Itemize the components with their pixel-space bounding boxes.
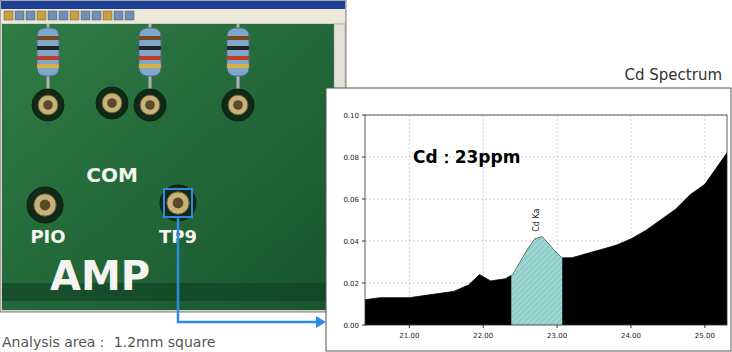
resistor-band	[37, 36, 59, 40]
y-tick-label: 0.04	[343, 238, 359, 246]
pad-hole	[40, 200, 51, 211]
chart-panel	[326, 88, 731, 351]
y-tick-label: 0.10	[343, 112, 359, 120]
tick	[630, 325, 631, 328]
spectrum-area	[365, 153, 727, 325]
resistor-band	[37, 56, 59, 60]
toolbar	[1, 9, 345, 23]
x-tick-label: 25.00	[695, 332, 715, 340]
tick	[362, 241, 365, 242]
pad-hole	[233, 100, 243, 110]
resistor-band	[227, 64, 249, 68]
resistor-band	[37, 64, 59, 68]
tick	[483, 325, 484, 328]
pcb-photo	[2, 24, 334, 310]
resistor-band	[139, 36, 161, 40]
y-tick-label: 0.08	[343, 154, 359, 162]
toolbar-icon	[4, 11, 13, 20]
resistor	[227, 28, 249, 76]
resistor-band	[227, 36, 249, 40]
resistor-band	[139, 56, 161, 60]
x-tick-label: 24.00	[621, 332, 641, 340]
pad-hole	[43, 100, 53, 110]
resistor-band	[139, 46, 161, 50]
y-tick-label: 0.02	[343, 280, 359, 288]
plot	[365, 153, 727, 325]
pad	[34, 194, 56, 216]
pad	[228, 95, 248, 115]
axes: 0.00 0.02 0.04 0.06 0.08 0.10 21.00 22.00 23.00 2…	[343, 112, 727, 340]
x-tick-label: 22.00	[473, 332, 493, 340]
tick	[362, 115, 365, 116]
toolbar-icon	[37, 11, 46, 20]
toolbar-icon	[26, 11, 35, 20]
resistor-band	[139, 64, 161, 68]
tick	[362, 283, 365, 284]
tick	[557, 325, 558, 328]
peak-label: Cd Ka	[532, 208, 541, 231]
tick	[409, 325, 410, 328]
toolbar-icon	[15, 11, 24, 20]
resistor	[37, 28, 59, 76]
pcb-label: PIO	[30, 226, 65, 247]
analysis-box	[164, 189, 192, 217]
screenshot: COMPIOTP9AMP	[0, 0, 346, 312]
chart-title: Cd Spectrum	[625, 66, 722, 84]
toolbar-icon	[114, 11, 123, 20]
highlight-group	[511, 153, 562, 325]
x-tick-label: 21.00	[399, 332, 419, 340]
y-tick-label: 0.06	[343, 196, 359, 204]
window-frame	[0, 0, 346, 312]
pad	[167, 192, 189, 214]
grid-line	[365, 199, 727, 200]
toolbar-icon	[59, 11, 68, 20]
pad-ring	[96, 87, 128, 119]
x-tick-label: 23.00	[547, 332, 567, 340]
plot-frame	[365, 115, 727, 325]
tick	[362, 199, 365, 200]
pad	[38, 95, 58, 115]
pad	[140, 95, 160, 115]
pad-ring	[222, 89, 254, 121]
pad-ring	[27, 187, 63, 223]
pad-ring	[134, 89, 166, 121]
tick	[704, 325, 705, 328]
toolbar-icon	[81, 11, 90, 20]
pad-ring	[160, 185, 196, 221]
pad-hole	[107, 98, 117, 108]
pad-hole	[173, 198, 184, 209]
title-bar	[1, 1, 345, 9]
toolbar-icon	[70, 11, 79, 20]
pcb-label: COM	[86, 163, 138, 187]
pad	[102, 93, 122, 113]
pad-hole	[145, 100, 155, 110]
resistor-band	[227, 56, 249, 60]
pcb-label: AMP	[50, 253, 150, 299]
toolbar-icon	[48, 11, 57, 20]
resistor	[139, 28, 161, 76]
connector	[178, 217, 318, 322]
grid-line	[409, 115, 410, 325]
tick	[362, 157, 365, 158]
toolbar-icon	[92, 11, 101, 20]
caption: Analysis area： 1.2mm square	[2, 334, 216, 350]
annotation: Cd：23ppm	[413, 147, 520, 167]
resistor-band	[37, 46, 59, 50]
toolbar-icon	[125, 11, 134, 20]
arrowhead	[316, 316, 326, 328]
peak-region	[511, 153, 562, 325]
y-tick-label: 0.00	[343, 322, 359, 330]
page: COMPIOTP9AMPAnalysis area： 1.2mm squareC…	[0, 0, 732, 352]
pad-ring	[32, 89, 64, 121]
toolbar-icon	[103, 11, 112, 20]
tick	[362, 325, 365, 326]
resistor-band	[227, 46, 249, 50]
